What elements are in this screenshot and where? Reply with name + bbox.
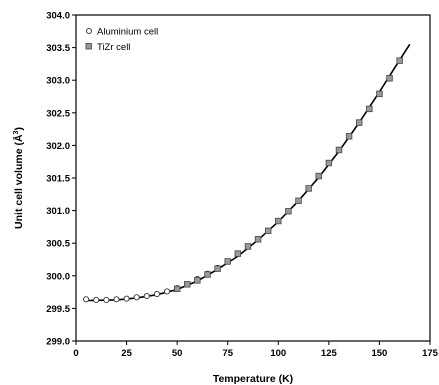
x-tick-label: 75 — [222, 348, 233, 359]
tizr-point — [275, 217, 282, 225]
tizr-point — [295, 197, 302, 205]
fit-curve — [86, 43, 411, 302]
tizr-point — [254, 236, 262, 243]
legend-label-aluminium: Aluminium cell — [97, 27, 158, 38]
y-tick-label: 299.5 — [46, 304, 70, 315]
tizr-point — [204, 271, 211, 278]
x-tick-label: 0 — [73, 348, 78, 359]
y-axis-title-main: Unit cell volume (Å — [12, 134, 25, 229]
x-tick-label: 25 — [121, 348, 132, 359]
legend-marker-tizr — [85, 43, 92, 50]
tizr-point — [214, 265, 221, 272]
y-axis-title: Unit cell volume (Å3) — [12, 127, 25, 229]
series-1 — [173, 57, 403, 293]
tizr-point — [184, 281, 191, 288]
aluminium-point — [133, 294, 140, 301]
y-tick-label: 300.0 — [46, 271, 70, 282]
tizr-point — [366, 105, 373, 113]
series-0 — [83, 264, 221, 303]
y-tick-label: 303.0 — [46, 76, 70, 87]
tizr-point — [264, 227, 272, 235]
y-tick-label: 299.0 — [46, 337, 70, 348]
aluminium-point — [93, 296, 100, 303]
y-tick-label: 300.5 — [46, 239, 70, 250]
x-tick-label: 125 — [321, 348, 338, 359]
y-axis-title-superscript: 3 — [13, 130, 20, 134]
y-tick-label: 301.0 — [46, 206, 70, 217]
aluminium-point — [113, 296, 120, 303]
aluminium-point — [143, 292, 150, 300]
y-tick-label: 303.5 — [46, 43, 70, 54]
y-tick-label: 302.5 — [46, 108, 70, 119]
tizr-point — [386, 75, 393, 82]
legend: Aluminium cell TiZr cell — [85, 27, 158, 53]
x-tick-label: 175 — [422, 348, 439, 359]
tizr-point — [315, 172, 322, 180]
aluminium-point — [123, 295, 130, 302]
tizr-point — [285, 208, 292, 215]
tizr-point — [173, 285, 181, 293]
tizr-point — [345, 133, 353, 140]
tizr-point — [325, 159, 333, 167]
x-tick-label: 150 — [371, 348, 387, 359]
x-tick-label: 100 — [270, 348, 286, 359]
y-tick-label: 304.0 — [46, 11, 70, 22]
tizr-point — [244, 243, 252, 250]
aluminium-point — [153, 291, 160, 298]
tizr-point — [194, 277, 201, 284]
plot-frame — [75, 14, 431, 342]
y-tick-label: 302.0 — [46, 141, 70, 152]
tizr-point — [305, 185, 312, 192]
y-tick-label: 301.5 — [46, 174, 70, 185]
aluminium-point — [163, 288, 171, 295]
x-axis-title: Temperature (K) — [213, 373, 293, 385]
legend-label-tizr: TiZr cell — [97, 42, 130, 53]
tizr-point — [376, 90, 383, 98]
tizr-point — [396, 57, 403, 64]
tizr-point — [224, 258, 231, 265]
y-axis-title-close: ) — [13, 127, 25, 131]
tizr-point — [355, 119, 363, 126]
tizr-point — [335, 146, 343, 154]
x-tick-label: 50 — [172, 348, 183, 359]
legend-marker-aluminium — [85, 27, 93, 35]
aluminium-point — [83, 296, 90, 303]
tizr-point — [234, 250, 242, 257]
aluminium-point — [103, 296, 110, 303]
